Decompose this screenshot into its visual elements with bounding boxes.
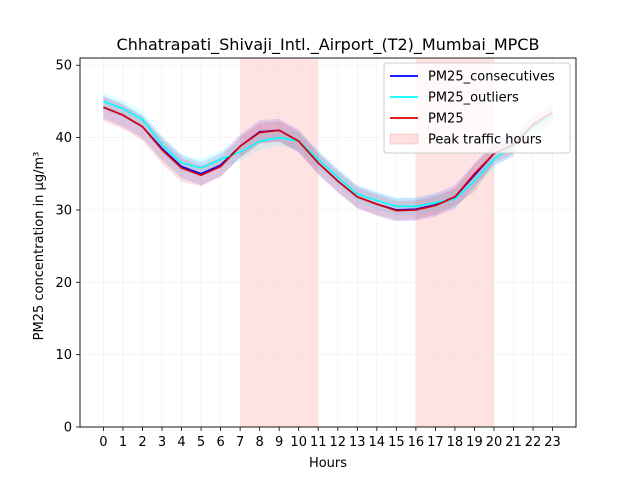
- x-tick-label-11: 11: [310, 435, 327, 450]
- y-tick-label-0: 0: [64, 421, 72, 436]
- legend: PM25_consecutives PM25_outliers PM25 Peak t…: [383, 62, 571, 154]
- x-tick-label-10: 10: [290, 435, 307, 450]
- chart-title: Chhatrapati_Shivaji_Intl._Airport_(T2)_M…: [117, 35, 540, 55]
- x-tick-label-5: 5: [197, 435, 205, 450]
- x-tick-label-18: 18: [447, 435, 464, 450]
- legend-box: [383, 62, 571, 154]
- x-tick-label-0: 0: [99, 435, 107, 450]
- series-band-0: [103, 95, 514, 222]
- x-tick-label-16: 16: [408, 435, 425, 450]
- x-tick-label-9: 9: [275, 435, 283, 450]
- series-line-1: [103, 100, 553, 208]
- x-tick-label-20: 20: [486, 435, 503, 450]
- axes-frame: [79, 57, 577, 428]
- legend-label-1: PM25_outliers: [428, 91, 519, 106]
- legend-swatch-3: [389, 133, 419, 145]
- x-tick-label-6: 6: [216, 435, 224, 450]
- x-tick-label-23: 23: [544, 435, 561, 450]
- x-tick-label-15: 15: [388, 435, 405, 450]
- x-tick-label-14: 14: [369, 435, 386, 450]
- x-tick-label-21: 21: [505, 435, 522, 450]
- y-tick-label-5: 50: [55, 59, 72, 74]
- legend-label-0: PM25_consecutives: [428, 70, 555, 85]
- x-tick-label-17: 17: [427, 435, 444, 450]
- y-tick-label-1: 10: [55, 348, 72, 363]
- x-tick-label-1: 1: [119, 435, 127, 450]
- y-tick-label-3: 30: [55, 203, 72, 218]
- x-tick-label-13: 13: [349, 435, 366, 450]
- x-axis-label: Hours: [309, 456, 347, 471]
- y-tick-label-4: 40: [55, 131, 72, 146]
- y-tick-label-2: 20: [55, 276, 72, 291]
- x-tick-label-3: 3: [158, 435, 166, 450]
- x-tick-label-19: 19: [466, 435, 483, 450]
- legend-label-3: Peak traffic hours: [428, 133, 542, 148]
- x-tick-label-12: 12: [329, 435, 346, 450]
- x-tick-label-4: 4: [177, 435, 185, 450]
- legend-label-2: PM25: [428, 112, 464, 127]
- y-axis-label: PM25 concentration in µg/m³: [32, 152, 47, 341]
- x-tick-label-7: 7: [236, 435, 244, 450]
- x-tick-label-8: 8: [256, 435, 264, 450]
- x-tick-label-2: 2: [138, 435, 146, 450]
- series-line-2: [103, 106, 553, 212]
- x-tick-label-22: 22: [525, 435, 542, 450]
